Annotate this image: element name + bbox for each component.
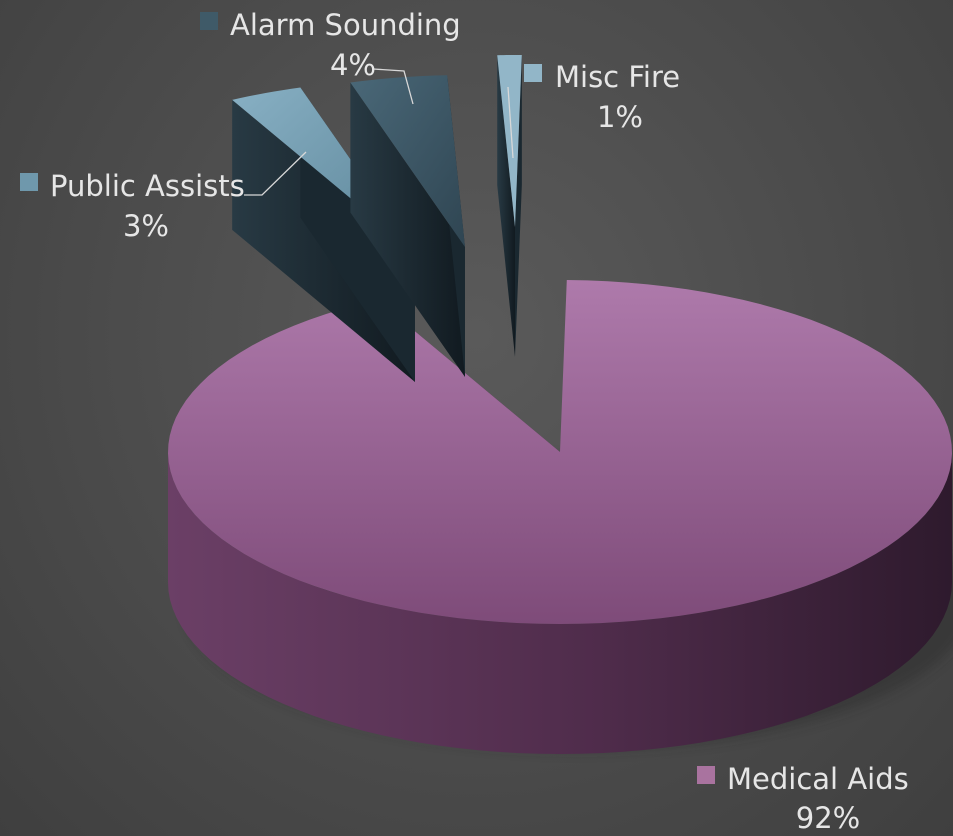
data-label-misc-fire: Misc Fire 1% — [524, 60, 680, 134]
leader-line-public-assists — [244, 151, 307, 196]
slice-label-medical-aids: Medical Aids — [727, 762, 909, 796]
legend-swatch-medical-aids — [697, 766, 715, 784]
slice-percent-misc-fire: 1% — [597, 100, 643, 134]
data-label-medical-aids: Medical Aids 92% — [697, 762, 909, 835]
legend-swatch-alarm-sounding — [200, 12, 218, 30]
pie-slice-misc-fire — [497, 55, 522, 358]
slice-percent-medical-aids: 92% — [796, 801, 860, 835]
data-label-alarm-sounding: Alarm Sounding 4% — [200, 8, 461, 82]
leader-line-misc-fire — [507, 86, 514, 159]
data-label-public-assists: Public Assists 3% — [20, 169, 245, 243]
slice-label-public-assists: Public Assists — [50, 169, 245, 203]
pie-slice-alarm-sounding — [350, 75, 465, 378]
slice-percent-alarm-sounding: 4% — [330, 48, 376, 82]
leader-line-alarm-sounding — [372, 68, 414, 105]
pie-slice-medical-aids — [168, 280, 953, 754]
legend-swatch-public-assists — [20, 173, 38, 191]
slice-percent-public-assists: 3% — [123, 209, 169, 243]
slice-label-misc-fire: Misc Fire — [555, 60, 680, 94]
legend-swatch-misc-fire — [524, 64, 542, 82]
slice-label-alarm-sounding: Alarm Sounding — [230, 8, 461, 42]
